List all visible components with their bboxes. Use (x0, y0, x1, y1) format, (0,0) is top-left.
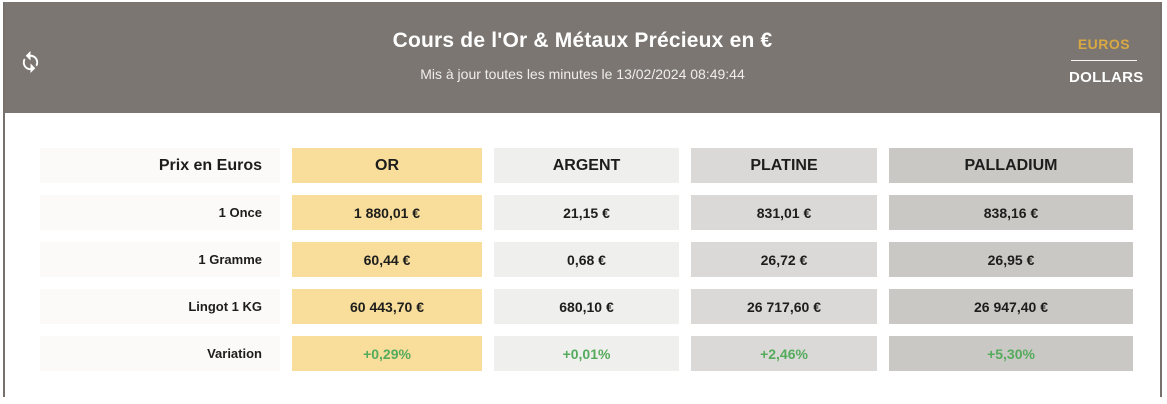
price-cell-platine-once: 831,01 € (691, 195, 877, 230)
price-cell-or-lingot: 60 443,70 € (292, 289, 482, 324)
price-cell-platine-gramme: 26,72 € (691, 242, 877, 277)
refresh-sync-icon (19, 50, 42, 78)
row-label-variation: Variation (40, 336, 280, 371)
variation-cell-argent: +0,01% (494, 336, 679, 371)
variation-cell-or: +0,29% (292, 336, 482, 371)
last-updated-text: Mis à jour toutes les minutes le 13/02/2… (420, 66, 745, 82)
currency-option-euros[interactable]: EUROS (1077, 36, 1131, 52)
column-header-or: OR (292, 148, 482, 183)
row-label-once: 1 Once (40, 195, 280, 230)
precious-metals-widget: Cours de l'Or & Métaux Précieux en € Mis… (3, 2, 1162, 397)
toggle-divider (1071, 60, 1137, 61)
refresh-button[interactable] (18, 50, 42, 78)
price-cell-argent-gramme: 0,68 € (494, 242, 679, 277)
price-cell-argent-lingot: 680,10 € (494, 289, 679, 324)
price-cell-platine-lingot: 26 717,60 € (691, 289, 877, 324)
price-cell-or-once: 1 880,01 € (292, 195, 482, 230)
currency-option-dollars[interactable]: DOLLARS (1069, 69, 1144, 86)
column-header-label: Prix en Euros (40, 148, 280, 183)
page-title: Cours de l'Or & Métaux Précieux en € (392, 29, 773, 52)
header-title-block: Cours de l'Or & Métaux Précieux en € Mis… (393, 29, 773, 82)
price-cell-or-gramme: 60,44 € (292, 242, 482, 277)
price-cell-palladium-once: 838,16 € (889, 195, 1133, 230)
row-label-lingot: Lingot 1 KG (40, 289, 280, 324)
price-cell-palladium-lingot: 26 947,40 € (889, 289, 1133, 324)
row-label-gramme: 1 Gramme (40, 242, 280, 277)
price-table-area: Prix en Euros OR ARGENT PLATINE PALLADIU… (5, 113, 1160, 397)
column-header-palladium: PALLADIUM (889, 148, 1133, 183)
price-cell-palladium-gramme: 26,95 € (889, 242, 1133, 277)
price-table: Prix en Euros OR ARGENT PLATINE PALLADIU… (40, 148, 1160, 371)
column-header-platine: PLATINE (691, 148, 877, 183)
column-header-argent: ARGENT (494, 148, 679, 183)
variation-cell-palladium: +5,30% (889, 336, 1133, 371)
currency-toggle: EUROS DOLLARS (1069, 36, 1144, 86)
variation-cell-platine: +2,46% (691, 336, 877, 371)
widget-header: Cours de l'Or & Métaux Précieux en € Mis… (5, 2, 1160, 113)
price-cell-argent-once: 21,15 € (494, 195, 679, 230)
